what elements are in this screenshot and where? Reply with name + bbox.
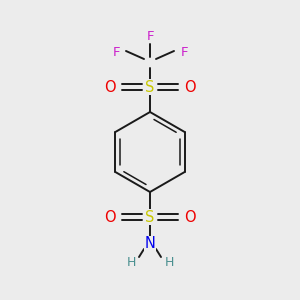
Text: S: S [145, 209, 155, 224]
Text: O: O [184, 80, 196, 94]
Text: S: S [145, 80, 155, 94]
Text: N: N [145, 236, 155, 251]
Text: O: O [184, 209, 196, 224]
Text: H: H [126, 256, 136, 268]
Text: O: O [104, 209, 116, 224]
Text: F: F [180, 46, 188, 59]
Text: F: F [146, 29, 154, 43]
Text: O: O [104, 80, 116, 94]
Text: F: F [112, 46, 120, 59]
Text: H: H [164, 256, 174, 268]
